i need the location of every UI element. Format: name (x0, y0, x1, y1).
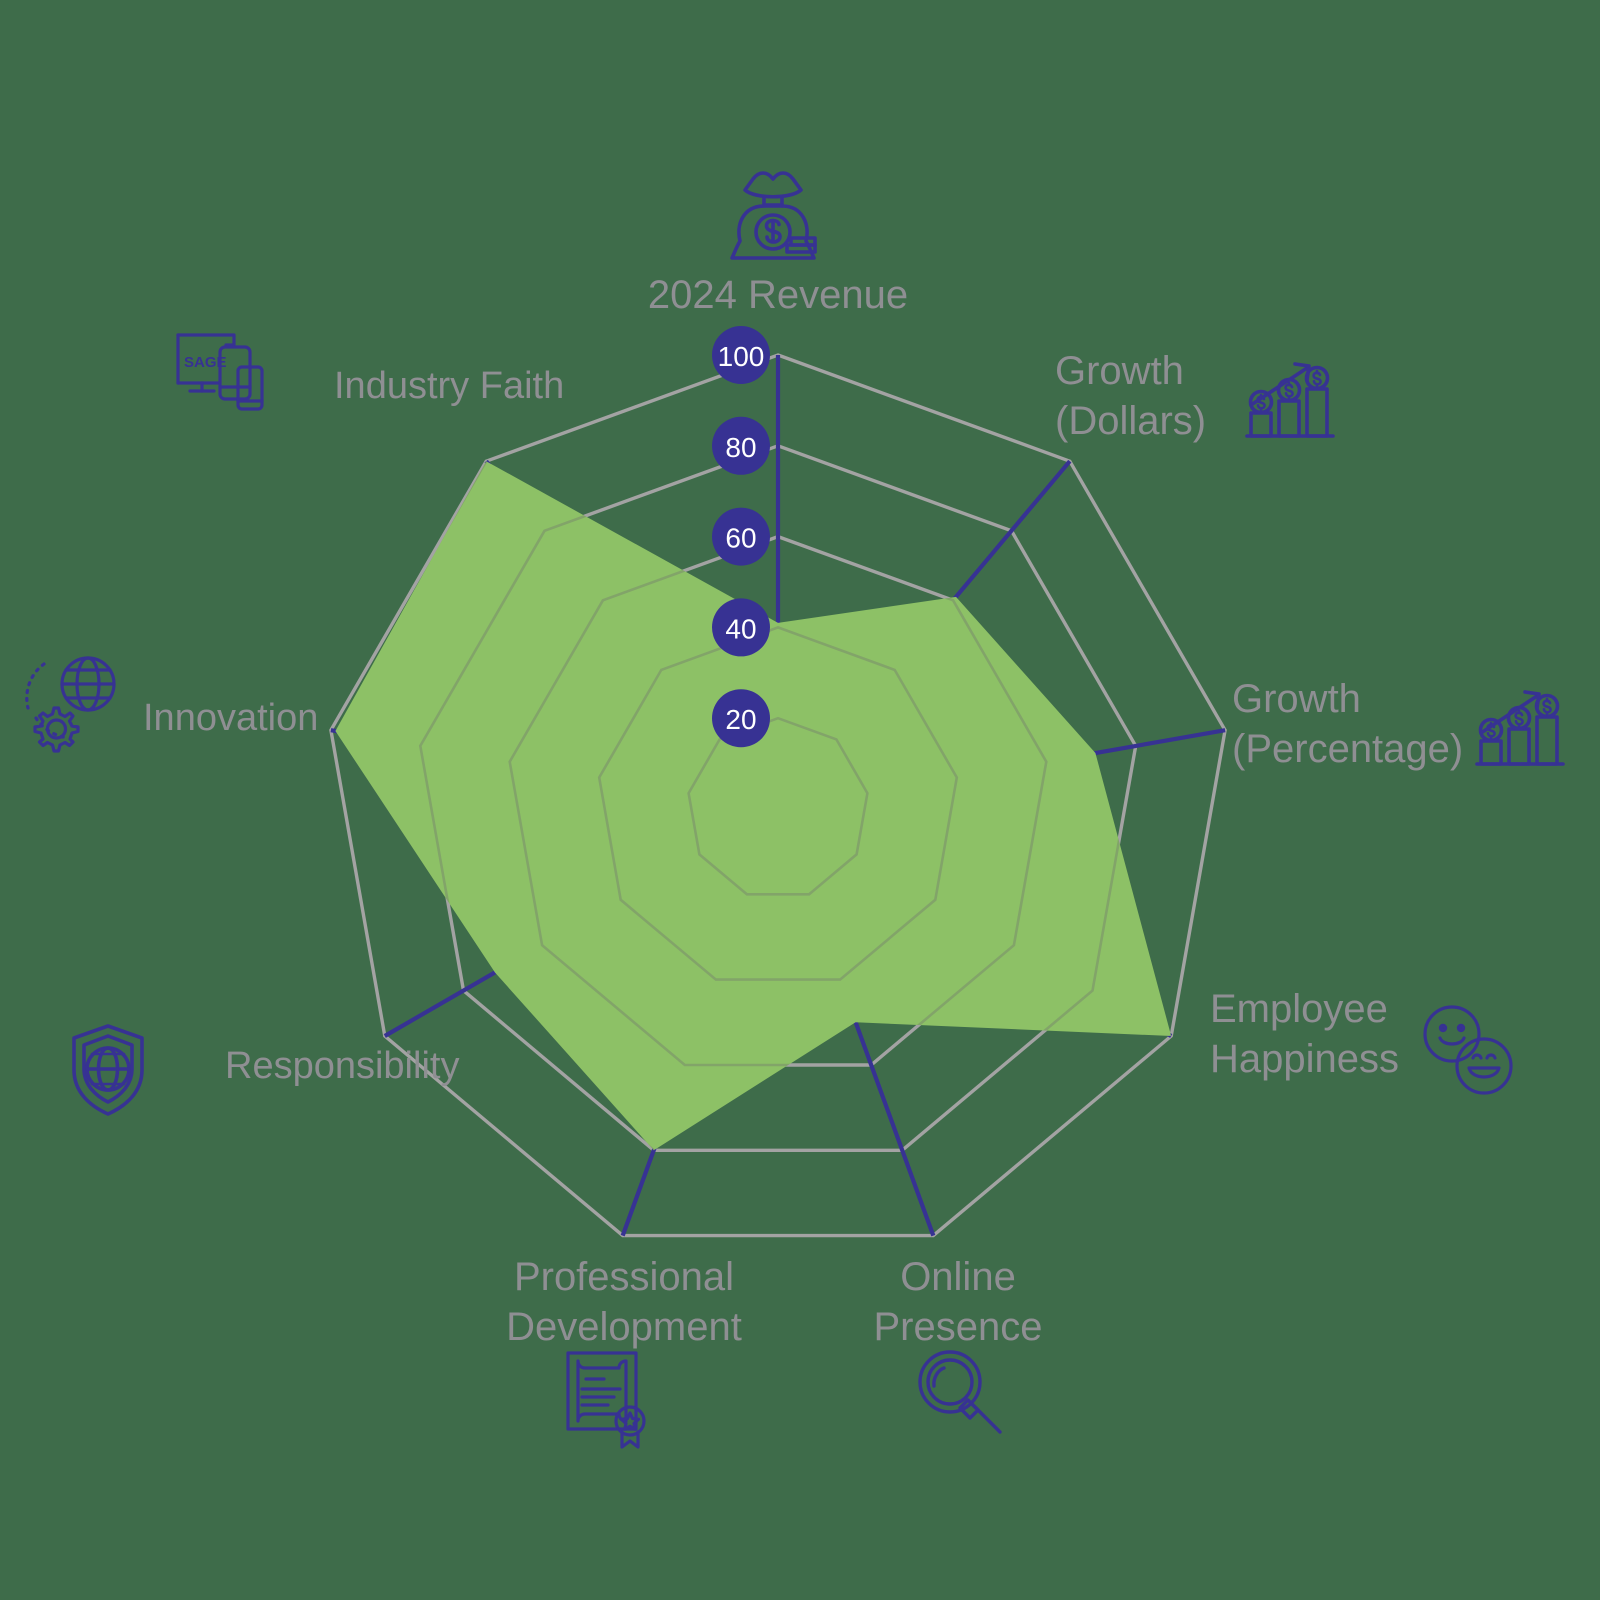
svg-text:Innovation: Innovation (143, 697, 318, 739)
svg-text:Employee: Employee (1210, 987, 1388, 1031)
svg-text:Development: Development (506, 1305, 742, 1349)
svg-text:60: 60 (725, 523, 756, 554)
svg-text:20: 20 (725, 704, 756, 735)
svg-text:Happiness: Happiness (1210, 1037, 1399, 1081)
svg-text:2024 Revenue: 2024 Revenue (648, 273, 908, 317)
svg-text:(Percentage): (Percentage) (1232, 727, 1463, 771)
svg-text:Growth: Growth (1232, 677, 1361, 721)
svg-text:40: 40 (725, 613, 756, 644)
svg-text:Growth: Growth (1055, 349, 1184, 393)
svg-text:80: 80 (725, 432, 756, 463)
svg-text:Professional: Professional (514, 1255, 734, 1299)
svg-text:100: 100 (718, 341, 765, 372)
svg-text:Industry Faith: Industry Faith (334, 365, 564, 407)
svg-text:Presence: Presence (874, 1305, 1043, 1349)
svg-text:Online: Online (900, 1255, 1016, 1299)
svg-text:(Dollars): (Dollars) (1055, 399, 1206, 443)
svg-text:Responsibility: Responsibility (225, 1045, 459, 1087)
